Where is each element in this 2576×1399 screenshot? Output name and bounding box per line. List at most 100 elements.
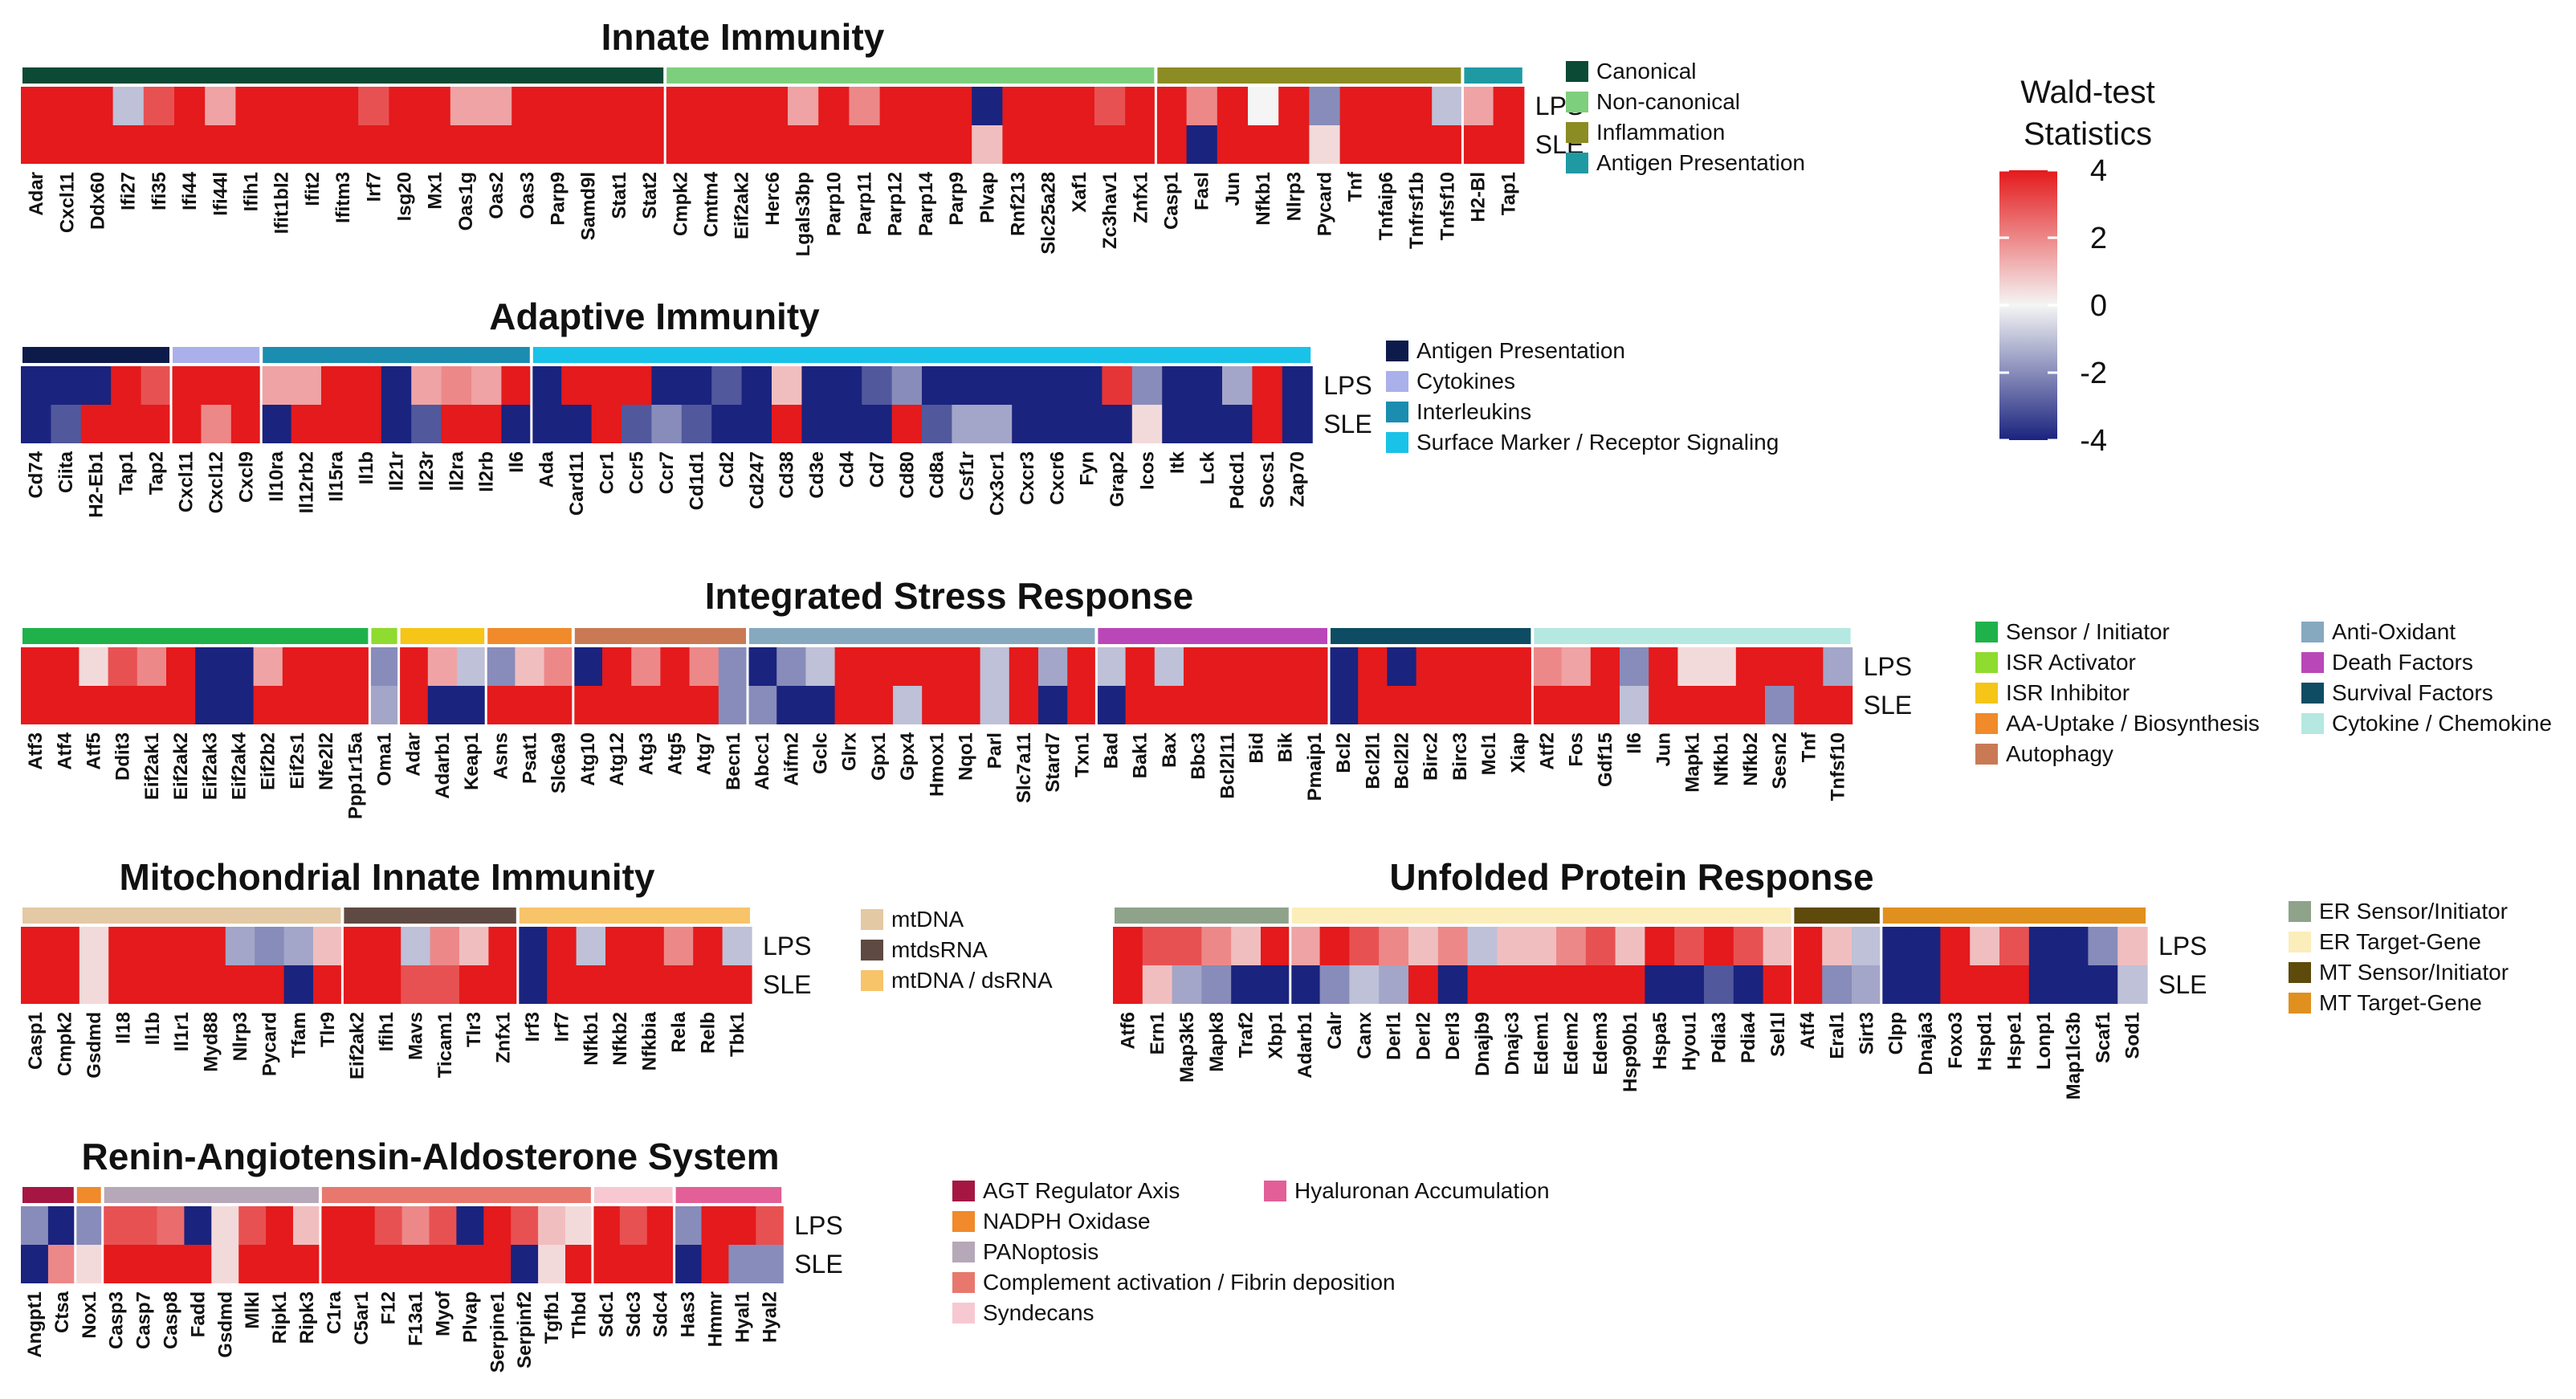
cell-sle-cd74: [21, 405, 51, 443]
gene-label: F13a1: [406, 1291, 427, 1346]
legend-label: mtDNA / dsRNA: [891, 968, 1053, 993]
gene-label: Parl: [984, 732, 1006, 769]
cell-lps-nfkbia: [634, 927, 665, 965]
cell-sle-ifit2: [296, 125, 328, 164]
cell-lps-itk: [1162, 366, 1193, 405]
cell-lps-xaf1: [1063, 87, 1095, 125]
cell-sle-il23r: [411, 405, 442, 443]
gene-label: Ciita: [55, 451, 77, 493]
cell-lps-ddx60: [82, 87, 114, 125]
row-label-lps: LPS: [763, 932, 811, 961]
cell-sle-parp9: [941, 125, 972, 164]
cell-lps-derl1: [1379, 927, 1409, 965]
cell-sle-clpp: [1881, 965, 1912, 1004]
legend-label: ISR Inhibitor: [2006, 680, 2130, 705]
cell-sle-ccr1: [591, 405, 622, 443]
cell-sle-eral1: [1822, 965, 1853, 1004]
cell-lps-bcl2: [1329, 647, 1359, 686]
cell-lps-clpp: [1881, 927, 1912, 965]
cell-sle-eif2ak2: [342, 965, 373, 1004]
cell-lps-birc2: [1416, 647, 1446, 686]
legend-swatch-antigen-presentation: [1386, 341, 1408, 361]
cell-lps-nfe2l2: [312, 647, 341, 686]
cell-sle-il1b: [351, 405, 382, 443]
cell-lps-rnf213: [1002, 87, 1034, 125]
gene-label: Nlrp3: [1283, 172, 1305, 221]
gene-label: Edem3: [1590, 1012, 1612, 1075]
legend-label: Survival Factors: [2332, 680, 2493, 705]
gene-label: Mapk8: [1206, 1012, 1228, 1072]
cell-lps-adarb1: [1290, 927, 1321, 965]
cell-sle-derl1: [1379, 965, 1409, 1004]
cell-sle-ppp1r15a: [340, 686, 370, 724]
cell-sle-birc3: [1445, 686, 1475, 724]
cell-sle-glrx: [834, 686, 865, 724]
cell-sle-tnfaip6: [1370, 125, 1402, 164]
cell-sle-irf7: [547, 965, 577, 1004]
cell-lps-ifi44: [174, 87, 206, 125]
gene-label: Sesn2: [1769, 732, 1791, 789]
cell-sle-myd88: [196, 965, 226, 1004]
gene-label: Tlr3: [463, 1012, 485, 1047]
cell-sle-aifm2: [776, 686, 806, 724]
gene-label: Tap1: [1498, 172, 1520, 215]
gene-label: C1ra: [324, 1291, 345, 1334]
legend-swatch-anti-oxidant: [2301, 622, 2324, 642]
cell-sle-herc6: [756, 125, 789, 164]
cell-lps-aifm2: [776, 647, 806, 686]
cell-sle-abcc1: [748, 686, 777, 724]
legend-swatch-isr-inhibitor: [1975, 683, 1998, 704]
gene-label: Il12rb2: [296, 451, 317, 513]
gene-label: Znfx1: [493, 1012, 515, 1063]
cell-lps-zap70: [1282, 366, 1313, 405]
cell-lps-ccr7: [651, 366, 683, 405]
cell-lps-abcc1: [748, 647, 777, 686]
legend-swatch-mt-sensor-initiator: [2289, 962, 2311, 983]
cell-sle-atf4: [50, 686, 79, 724]
cell-lps-sdc1: [592, 1206, 621, 1245]
cell-lps-ddit3: [108, 647, 138, 686]
gene-label: Parp11: [854, 172, 876, 235]
cell-lps-cxcl11: [171, 366, 202, 405]
group-bar-non-canonical: [666, 67, 1155, 84]
cell-lps-parp10: [818, 87, 850, 125]
cell-sle-il1b: [137, 965, 168, 1004]
cell-lps-fadd: [184, 1206, 212, 1245]
cell-lps-atf4: [50, 647, 79, 686]
cell-sle-cxcr6: [1041, 405, 1073, 443]
cell-lps-irf3: [517, 927, 548, 965]
cell-lps-stat1: [603, 87, 635, 125]
cell-lps-pmaip1: [1299, 647, 1330, 686]
cell-sle-oas1g: [450, 125, 482, 164]
cell-sle-parl: [980, 686, 1010, 724]
cell-sle-bbc3: [1184, 686, 1213, 724]
gene-label: Fyn: [1077, 451, 1098, 486]
cell-sle-thbd: [565, 1245, 593, 1283]
cell-sle-scaf1: [2088, 965, 2118, 1004]
cell-sle-zc3hav1: [1094, 125, 1126, 164]
row-label-sle: SLE: [2158, 970, 2207, 999]
gene-label: Eif2ak3: [199, 732, 221, 800]
legend-swatch-hyaluronan-accumulation: [1264, 1181, 1286, 1201]
cell-lps-sirt3: [1852, 927, 1882, 965]
gene-label: Atf5: [84, 732, 105, 770]
gene-label: Nlrp3: [230, 1012, 251, 1061]
cell-lps-eif2ak3: [195, 647, 225, 686]
gene-label: Atg5: [665, 732, 687, 775]
cell-lps-psat1: [515, 647, 545, 686]
group-bar-nadph-oxidase: [76, 1187, 101, 1203]
cell-sle-asns: [486, 686, 516, 724]
cell-lps-znfx1: [1125, 87, 1156, 125]
cell-lps-nfkb1: [1248, 87, 1279, 125]
gene-label: Grap2: [1107, 451, 1128, 507]
cell-lps-cd247: [741, 366, 772, 405]
cell-lps-birc3: [1445, 647, 1475, 686]
gene-label: Atg12: [606, 732, 628, 786]
cell-sle-il21r: [381, 405, 412, 443]
gene-label: Ern1: [1147, 1012, 1168, 1054]
cell-lps-bcl2l2: [1387, 647, 1417, 686]
group-bar-anti-oxidant: [749, 628, 1095, 644]
gene-label: Slc6a9: [548, 732, 570, 793]
gene-label: Sdc3: [623, 1291, 645, 1337]
